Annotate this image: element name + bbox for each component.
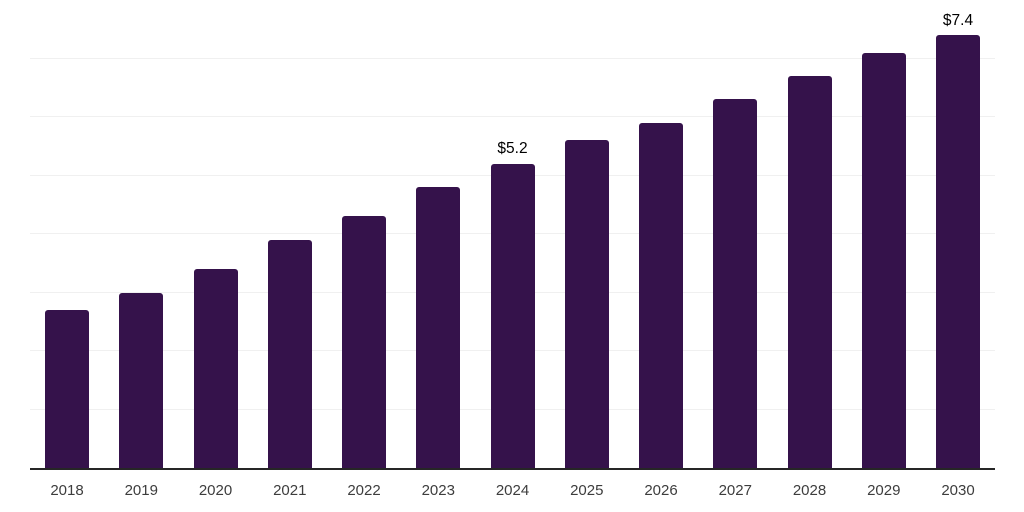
x-tick-label-2020: 2020 — [198, 482, 233, 499]
gridline — [30, 57, 995, 59]
bar-2028 — [787, 76, 832, 468]
bar-2020 — [193, 269, 238, 468]
bar-2024 — [490, 163, 535, 468]
x-tick-label-2026: 2026 — [644, 482, 678, 499]
x-tick-label-2018: 2018 — [50, 482, 84, 499]
bar-2030 — [936, 35, 980, 468]
x-tick-label-2019: 2019 — [124, 482, 158, 499]
x-tick-label-2021: 2021 — [273, 482, 307, 499]
x-tick-label-2027: 2027 — [718, 482, 752, 499]
bar-2022 — [342, 216, 386, 468]
x-tick-label-2023: 2023 — [421, 482, 455, 499]
bar-2026 — [639, 122, 683, 468]
x-tick-label-2022: 2022 — [347, 482, 381, 499]
bar-2025 — [564, 140, 609, 468]
plot-area: $5.2 $7.4 — [30, 0, 995, 470]
bar-2018 — [45, 310, 89, 468]
bar-value-label-2024: $5.2 — [497, 140, 528, 158]
x-tick-label-2024: 2024 — [495, 482, 530, 499]
x-tick-label-2029: 2029 — [867, 482, 901, 499]
bar-2021 — [267, 239, 312, 468]
bar-value-label-2030: $7.4 — [942, 11, 974, 29]
bar-2019 — [119, 292, 164, 468]
x-tick-label-2030: 2030 — [941, 482, 975, 499]
x-tick-label-2025: 2025 — [570, 482, 604, 499]
bar-2027 — [713, 99, 758, 468]
bar-2029 — [861, 52, 906, 468]
x-axis: 2018 2019 2020 2021 2022 2023 2024 2025 2026 2027… — [0, 483, 1024, 503]
x-tick-label-2028: 2028 — [792, 482, 827, 499]
bar-2023 — [416, 187, 461, 468]
gridline — [30, 116, 995, 117]
